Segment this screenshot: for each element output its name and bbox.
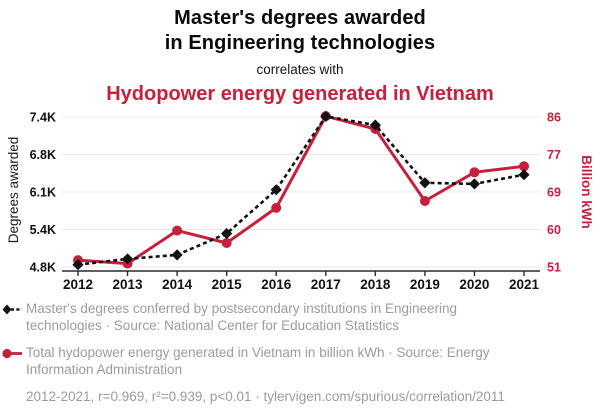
masters-degrees-point (320, 110, 332, 123)
right-axis-title: Billion kWh (579, 155, 594, 229)
hydropower-vietnam-point (419, 196, 430, 206)
legend-text-hydropower: Total hydopower energy generated in Viet… (26, 345, 490, 377)
x-tick-label: 2014 (162, 277, 193, 292)
red-solid-series-icon (2, 345, 22, 365)
right-axis-tick: 60 (547, 223, 561, 237)
hydropower-vietnam-point (271, 202, 282, 213)
x-tick-label: 2021 (509, 277, 540, 292)
right-axis-tick: 77 (547, 148, 561, 162)
left-axis-tick: 7.4K (30, 111, 56, 125)
hydropower-vietnam-line (77, 114, 525, 266)
page-subtitle-red: Hydopower energy generated in Vietnam (106, 83, 494, 105)
x-tick-label: 2020 (459, 277, 489, 292)
left-axis-tick: 5.4K (30, 223, 56, 237)
masters-degrees-point (221, 227, 233, 240)
right-axis-tick: 51 (547, 261, 561, 275)
hydropower-vietnam-point (172, 225, 183, 236)
chart-header: Master's degrees awarded in Engineering … (0, 6, 600, 106)
masters-degrees-point (518, 169, 530, 181)
x-tick-label: 2019 (410, 277, 440, 292)
right-axis-tick: 86 (547, 111, 561, 125)
x-tick-label: 2012 (63, 277, 93, 292)
left-axis-tick: 4.8K (30, 261, 56, 275)
x-tick-label: 2016 (261, 277, 292, 292)
chart-area: Degrees awarded Billion kWh 4.8K 51 5.4K 60… (0, 100, 600, 300)
page-title-line2: in Engineering technologies (164, 32, 436, 54)
masters-degrees-point (369, 119, 381, 131)
black-dashed-series-icon (2, 301, 22, 321)
x-tick-label: 2017 (311, 277, 341, 292)
right-axis-tick: 69 (547, 186, 561, 200)
hydropower-vietnam-point (519, 161, 529, 172)
masters-degrees-point (171, 249, 183, 261)
x-tick-label: 2018 (360, 277, 391, 292)
masters-degrees-point (468, 178, 481, 190)
hydropower-vietnam-point (469, 167, 480, 178)
legend-row-hydropower: Total hydopower energy generated in Viet… (2, 345, 598, 378)
legend-row-masters: Master's degrees conferred by postsecond… (2, 301, 598, 334)
masters-degrees-point (419, 177, 431, 189)
masters-degrees-point (270, 184, 282, 196)
left-axis-tick: 6.8K (30, 148, 56, 162)
chart-legend: Master's degrees conferred by postsecond… (2, 301, 598, 405)
masters-degrees-line (77, 115, 525, 266)
x-tick-label: 2013 (113, 277, 144, 292)
hydropower-vietnam-point (221, 238, 232, 248)
left-axis-title: Degrees awarded (6, 136, 21, 244)
page-title-line1: Master's degrees awarded (174, 7, 426, 29)
correlates-with-text: correlates with (256, 62, 344, 77)
x-tick-label: 2015 (212, 277, 243, 292)
chart-plot: 4.8K 51 5.4K 60 6.1K 69 6.8K 77 7.4K 86 2012 2013 20… (30, 110, 561, 293)
stats-and-source-url: 2012-2021, r=0.969, r²=0.939, p<0.01 · t… (26, 389, 505, 404)
legend-text-masters: Master's degrees conferred by postsecond… (26, 301, 458, 333)
left-axis-tick: 6.1K (30, 186, 56, 200)
